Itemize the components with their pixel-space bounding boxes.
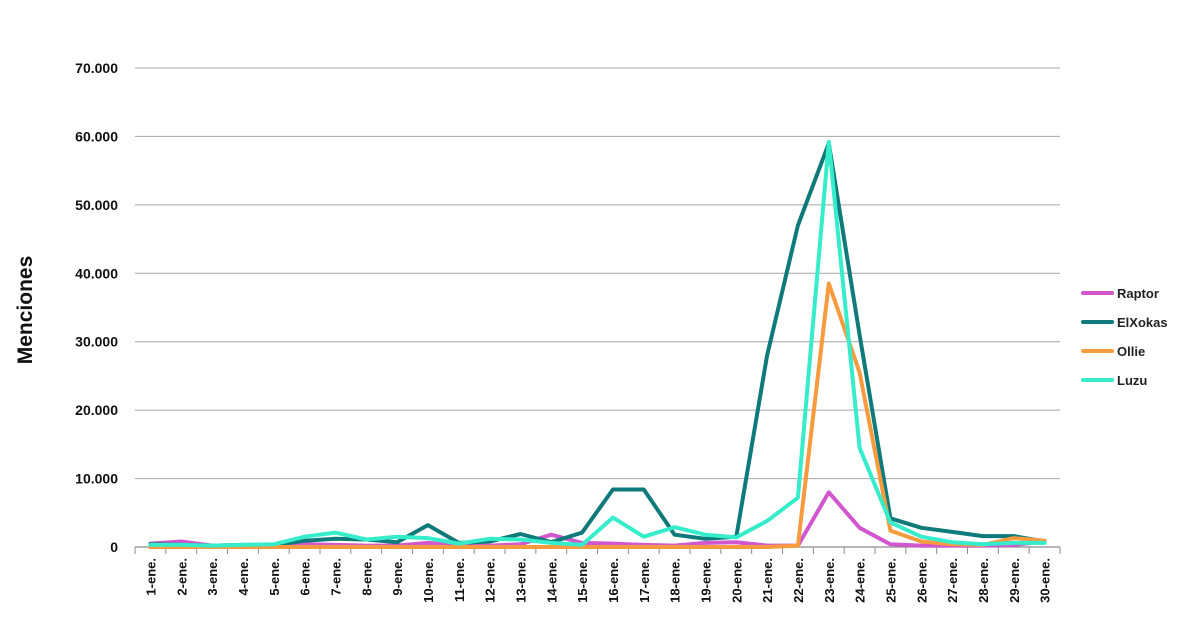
x-tick-label: 23-ene. (822, 558, 837, 603)
legend-label: ElXokas (1117, 315, 1168, 330)
legend-label: Ollie (1117, 344, 1145, 359)
y-tick-label: 0 (110, 539, 118, 555)
x-tick-label: 6-ene. (298, 558, 313, 596)
x-tick-label: 26-ene. (914, 558, 929, 603)
series-line-luzu (148, 139, 1047, 548)
series-line-ollie (148, 281, 1047, 549)
x-tick-label: 16-ene. (606, 558, 621, 603)
x-tick-label: 11-ene. (452, 558, 467, 602)
series-line-elxokas (148, 141, 1047, 548)
x-tick-label: 28-ene. (976, 558, 991, 603)
x-tick-label: 10-ene. (421, 558, 436, 603)
y-axis-title: Menciones (14, 256, 37, 365)
x-tick-label: 1-ene. (143, 558, 158, 596)
x-tick-label: 21-ene. (760, 558, 775, 603)
y-tick-label: 10.000 (75, 471, 118, 487)
x-tick-label: 18-ene. (668, 558, 683, 603)
x-tick-label: 24-ene. (853, 558, 868, 603)
x-tick-label: 13-ene. (513, 558, 528, 603)
x-tick-label: 9-ene. (390, 558, 405, 596)
legend-label: Raptor (1117, 286, 1159, 301)
y-tick-label: 20.000 (75, 402, 118, 418)
gridlines (135, 67, 1060, 480)
x-tick-label: 17-ene. (637, 558, 652, 603)
series-line-raptor (148, 490, 1047, 548)
x-tick-label: 27-ene. (945, 558, 960, 603)
legend-label: Luzu (1117, 373, 1147, 388)
y-axis-ticks: 0 10.000 20.000 30.000 40.000 50.000 60.000 70.… (75, 60, 118, 555)
y-tick-label: 30.000 (75, 334, 118, 350)
x-tick-label: 8-ene. (359, 558, 374, 596)
x-tick-label: 3-ene. (205, 558, 220, 596)
series-lines (148, 139, 1047, 549)
y-tick-label: 60.000 (75, 128, 118, 144)
x-tick-label: 20-ene. (729, 558, 744, 603)
x-tick-label: 12-ene. (483, 558, 498, 603)
x-axis-ticks: 1-ene. 2-ene. 3-ene. 4-ene. 5-ene. 6-ene. 7-en… (143, 558, 1052, 603)
x-tick-label: 19-ene. (698, 558, 713, 603)
x-tick-label: 30-ene. (1038, 558, 1053, 603)
x-tick-label: 25-ene. (883, 558, 898, 603)
y-tick-label: 70.000 (75, 60, 118, 76)
x-tick-label: 14-ene. (544, 558, 559, 603)
x-tick-label: 4-ene. (236, 558, 251, 596)
y-tick-label: 50.000 (75, 197, 118, 213)
y-tick-label: 40.000 (75, 265, 118, 281)
x-tick-label: 22-ene. (791, 558, 806, 603)
x-tick-label: 5-ene. (267, 558, 282, 596)
x-tick-label: 15-ene. (575, 558, 590, 603)
legend: Raptor ElXokas Ollie Luzu (1081, 286, 1168, 388)
x-tick-label: 29-ene. (1007, 558, 1022, 603)
x-tick-label: 2-ene. (174, 558, 189, 596)
x-tick-label: 7-ene. (328, 558, 343, 596)
